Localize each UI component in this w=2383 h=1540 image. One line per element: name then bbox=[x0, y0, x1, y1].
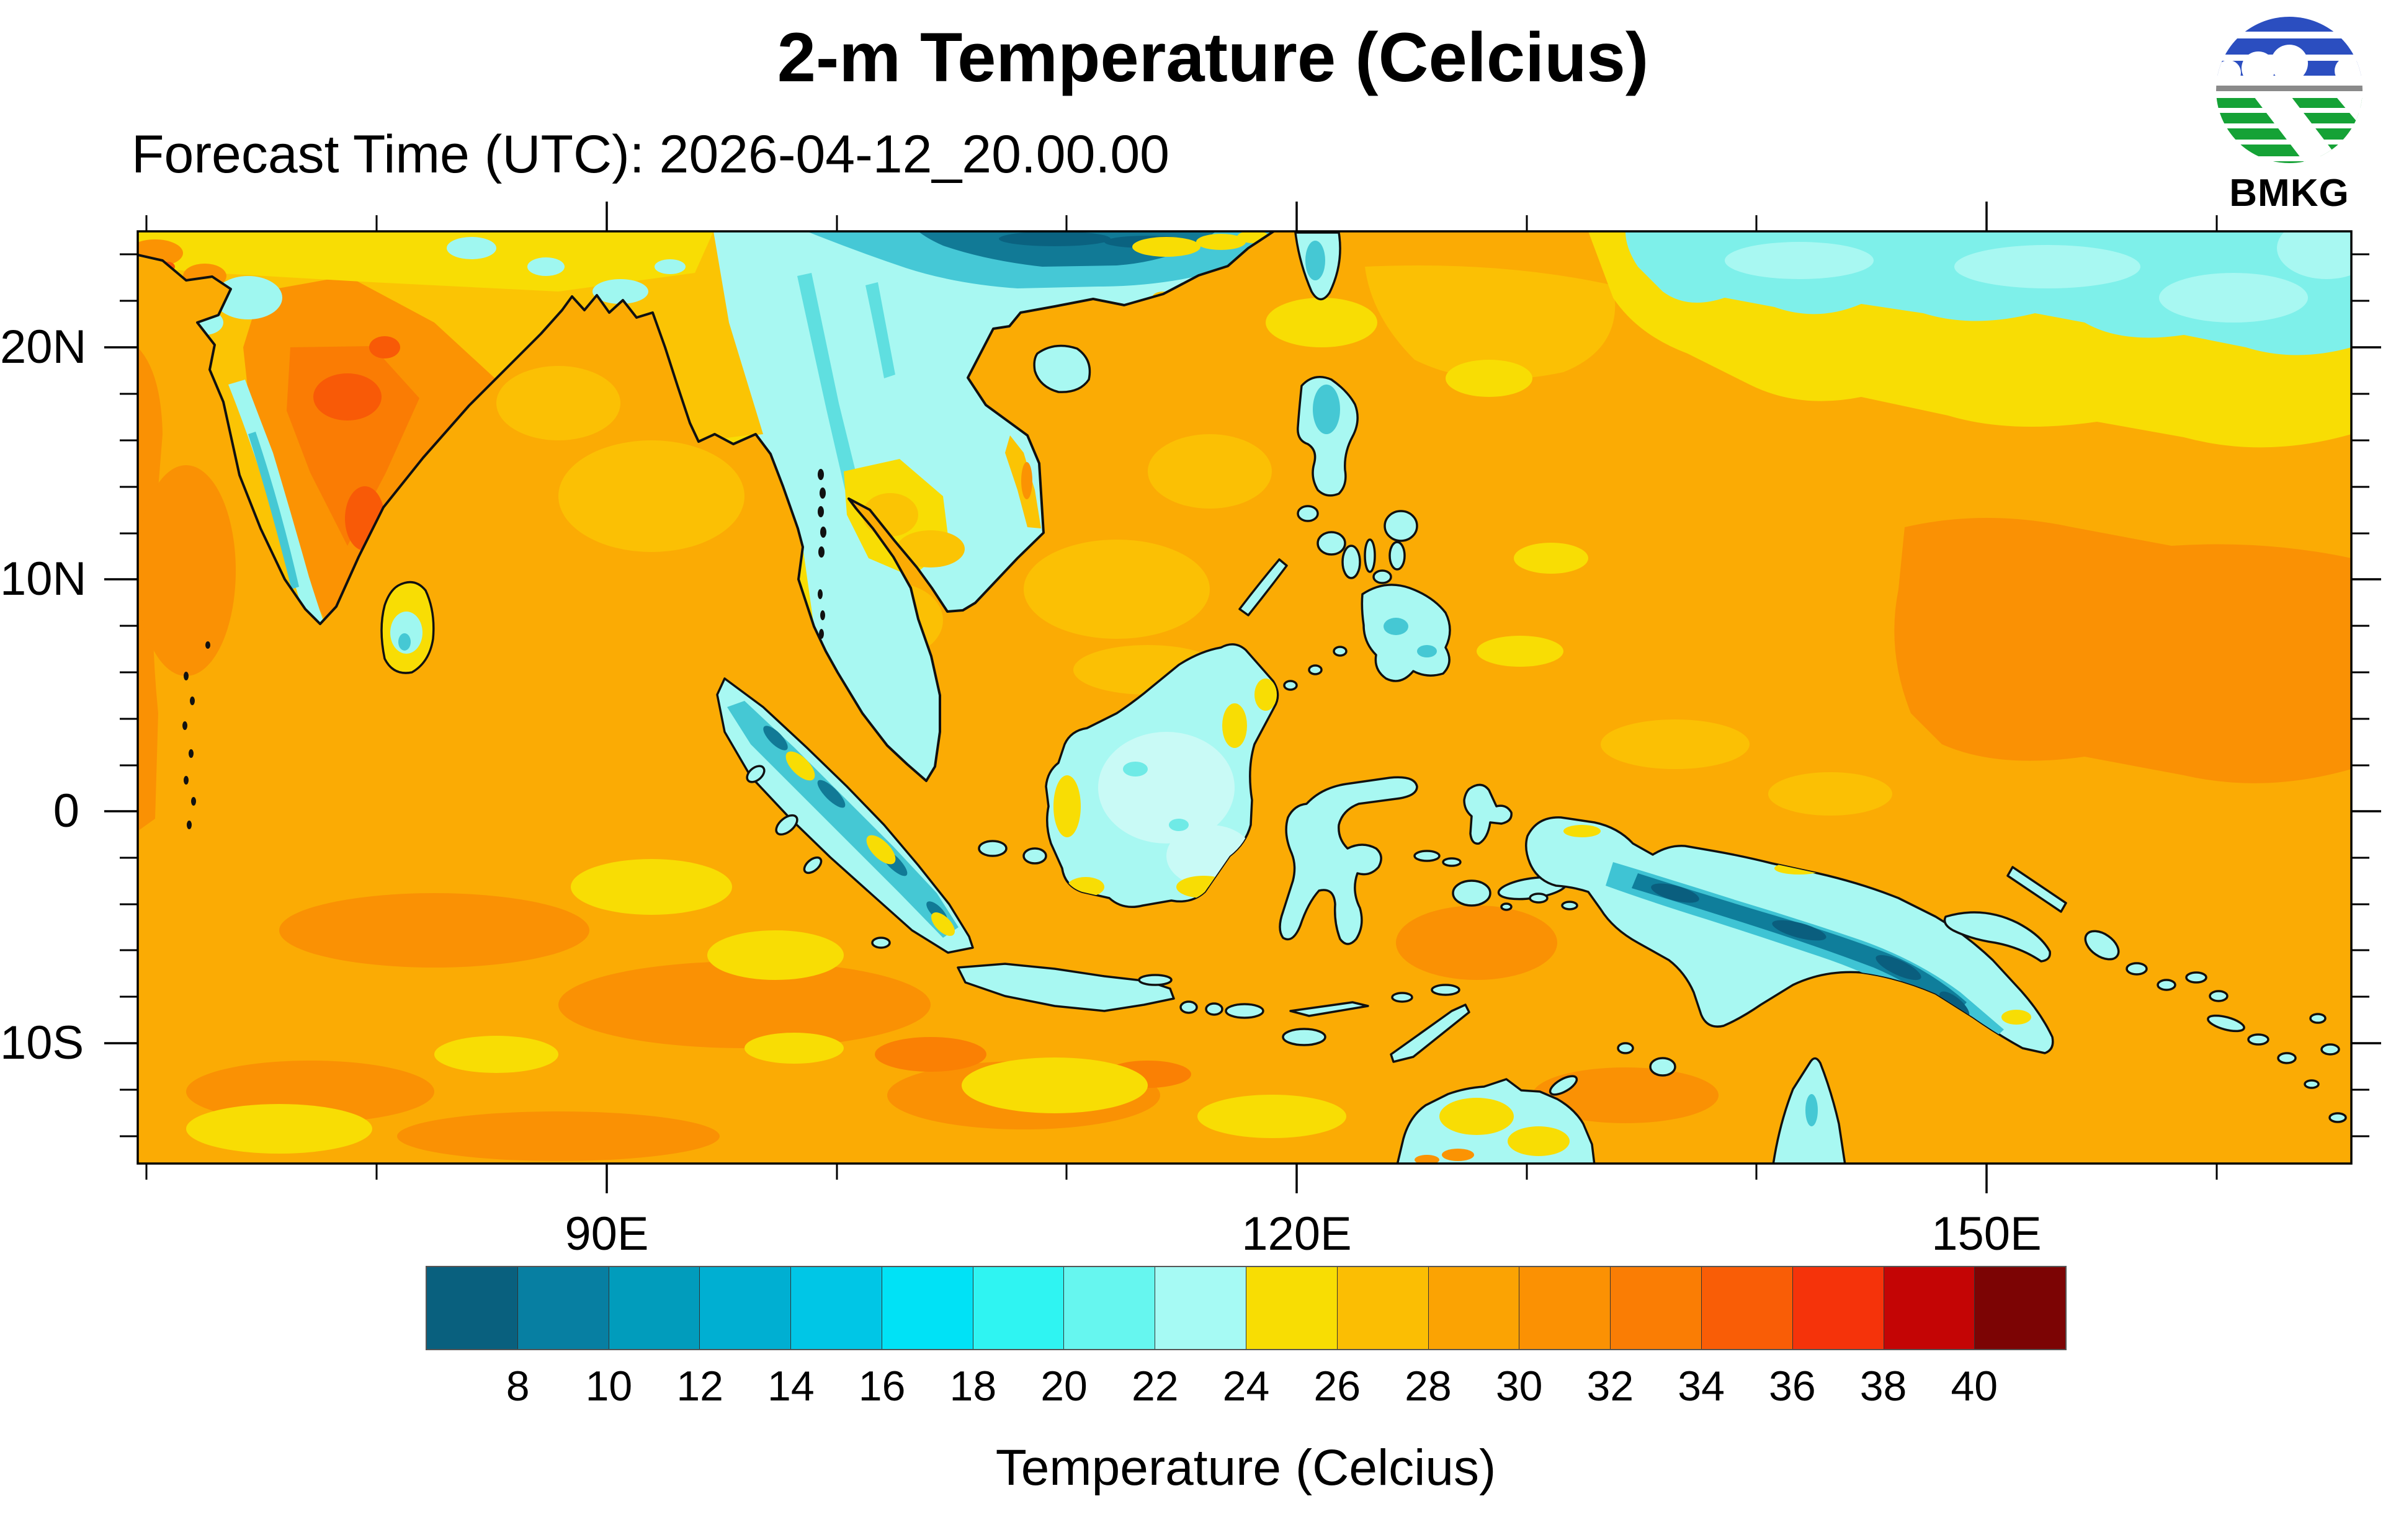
colorbar-tick-label: 28 bbox=[1405, 1363, 1452, 1410]
colorbar-tick-label: 30 bbox=[1495, 1363, 1543, 1410]
colorbar-tick-label: 8 bbox=[506, 1363, 530, 1410]
lon-label-120e: 120E bbox=[1241, 1208, 1352, 1260]
colorbar-tick-label: 20 bbox=[1040, 1363, 1088, 1410]
colorbar-swatch bbox=[1428, 1267, 1520, 1349]
colorbar-tick-label: 16 bbox=[858, 1363, 906, 1410]
colorbar-swatch bbox=[973, 1267, 1065, 1349]
logo-horizon-line bbox=[2216, 86, 2363, 91]
colorbar-swatch bbox=[700, 1267, 792, 1349]
colorbar-swatch bbox=[882, 1267, 973, 1349]
page-title: 2-m Temperature (Celcius) bbox=[777, 19, 1649, 96]
colorbar-swatch bbox=[1155, 1267, 1247, 1349]
colorbar-tick-label: 24 bbox=[1222, 1363, 1270, 1410]
map-frame bbox=[136, 230, 2353, 1165]
colorbar-title: Temperature (Celcius) bbox=[995, 1440, 1496, 1496]
lat-label-0: 0 bbox=[53, 785, 79, 837]
colorbar-swatch bbox=[609, 1267, 700, 1349]
lat-label-10n: 10N bbox=[0, 553, 87, 605]
colorbar-tick-label: 10 bbox=[585, 1363, 633, 1410]
bmkg-logo-text: BMKG bbox=[2229, 172, 2349, 215]
colorbar-swatch bbox=[1701, 1267, 1793, 1349]
colorbar-swatch bbox=[1519, 1267, 1611, 1349]
colorbar-tick-label: 22 bbox=[1131, 1363, 1179, 1410]
map-field bbox=[138, 231, 2351, 1164]
colorbar-swatch bbox=[1064, 1267, 1156, 1349]
logo-cloud-cutouts bbox=[2216, 45, 2363, 86]
colorbar-tick-label: 12 bbox=[676, 1363, 723, 1410]
bmkg-logo bbox=[2216, 17, 2363, 163]
colorbar-swatch bbox=[1975, 1267, 2066, 1349]
colorbar-swatch bbox=[1792, 1267, 1884, 1349]
colorbar-swatch bbox=[1611, 1267, 1702, 1349]
colorbar-tick-label: 18 bbox=[949, 1363, 997, 1410]
lon-label-150e: 150E bbox=[1931, 1208, 2042, 1260]
colorbar-tick-label: 14 bbox=[767, 1363, 815, 1410]
colorbar-tick-label: 36 bbox=[1769, 1363, 1816, 1410]
colorbar-swatch bbox=[1884, 1267, 1975, 1349]
colorbar-swatch bbox=[1246, 1267, 1338, 1349]
colorbar bbox=[426, 1266, 2067, 1350]
colorbar-tick-label: 32 bbox=[1586, 1363, 1634, 1410]
colorbar-swatch bbox=[427, 1267, 518, 1349]
colorbar-swatch bbox=[1337, 1267, 1429, 1349]
axis-major-ticks bbox=[104, 202, 2381, 1193]
lat-label-10s: 10S bbox=[0, 1017, 84, 1069]
colorbar-swatch bbox=[517, 1267, 609, 1349]
forecast-time-label: Forecast Time (UTC): 2026-04-12_20.00.00 bbox=[132, 125, 1170, 184]
colorbar-swatch bbox=[791, 1267, 882, 1349]
axis-minor-ticks bbox=[120, 215, 2369, 1180]
colorbar-tick-label: 40 bbox=[1951, 1363, 1998, 1410]
colorbar-tick-label: 38 bbox=[1859, 1363, 1907, 1410]
lon-label-90e: 90E bbox=[565, 1208, 649, 1260]
colorbar-tick-label: 34 bbox=[1678, 1363, 1725, 1410]
colorbar-tick-label: 26 bbox=[1313, 1363, 1361, 1410]
lat-label-20n: 20N bbox=[0, 321, 87, 373]
